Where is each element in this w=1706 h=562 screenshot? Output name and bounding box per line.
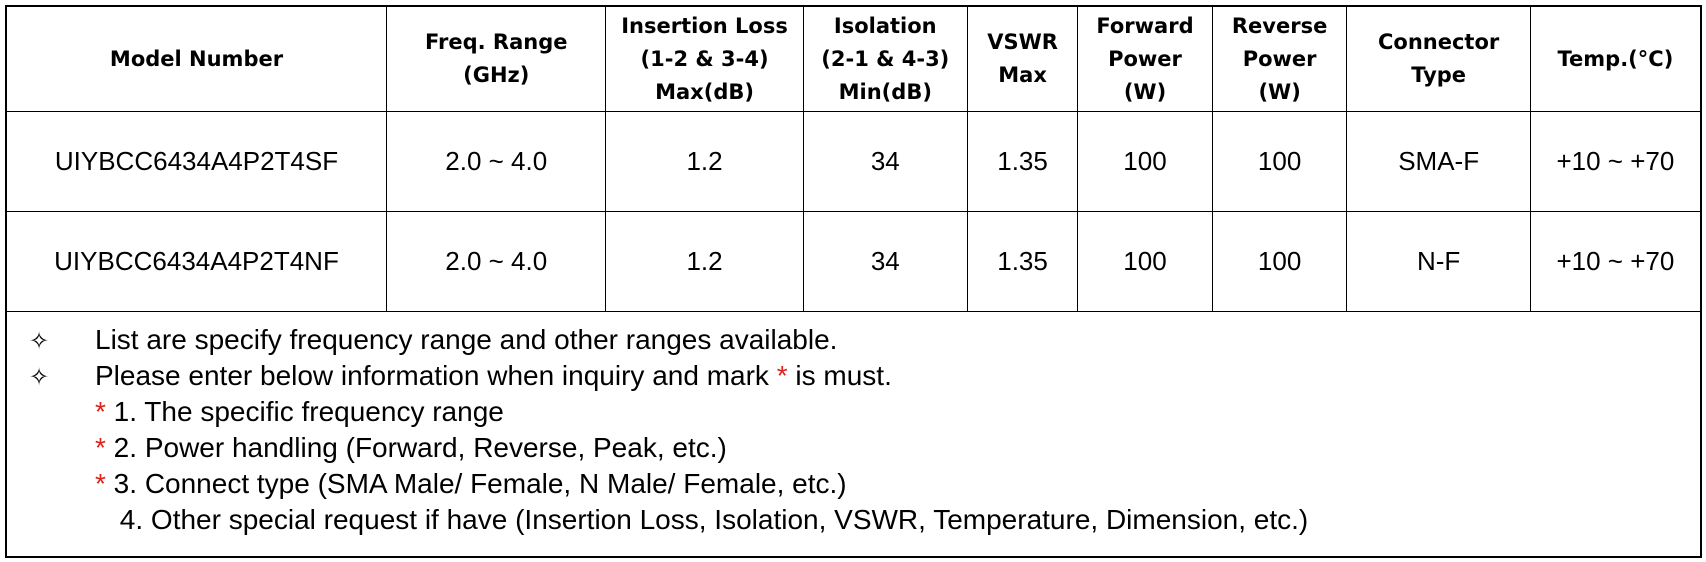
cell-connector-type: SMA-F <box>1346 111 1531 212</box>
header-freq-range: Freq. Range (GHz) <box>386 7 607 112</box>
spec-sheet: Model Number Freq. Range (GHz) Insertion … <box>5 5 1702 558</box>
header-row: Model Number Freq. Range (GHz) Insertion … <box>7 7 1700 112</box>
header-forward-power: Forward Power (W) <box>1077 7 1213 112</box>
note-item-2: * 2. Power handling (Forward, Reverse, P… <box>95 430 727 466</box>
note-text: List are specify frequency range and oth… <box>95 324 838 355</box>
note-item-4: 4. Other special request if have (Insert… <box>95 502 1308 538</box>
header-temp: Temp.(°C) <box>1529 7 1700 112</box>
cell-isolation: 34 <box>802 211 968 312</box>
note-item-3: * 3. Connect type (SMA Male/ Female, N M… <box>95 466 847 502</box>
note-item-text: 4. Other special request if have (Insert… <box>112 504 1309 535</box>
cell-forward-power: 100 <box>1077 211 1213 312</box>
header-connector-type: Connector Type <box>1346 7 1531 112</box>
note-item-text: 2. Power handling (Forward, Reverse, Pea… <box>105 432 727 463</box>
header-vswr: VSWR Max <box>966 7 1079 112</box>
note-text: Please enter below information when inqu… <box>95 360 777 391</box>
note-bullet-2: ✧ Please enter below information when inq… <box>29 358 892 394</box>
note-item-text: 1. The specific frequency range <box>105 396 504 427</box>
table-row: UIYBCC6434A4P2T4SF 2.0 ~ 4.0 1.2 34 1.35… <box>7 111 1700 212</box>
cell-vswr: 1.35 <box>966 111 1079 212</box>
note-item-text: 3. Connect type (SMA Male/ Female, N Mal… <box>105 468 847 499</box>
sparkle-bullet-icon: ✧ <box>29 363 50 391</box>
note-text: is must. <box>787 360 892 391</box>
cell-freq-range: 2.0 ~ 4.0 <box>386 111 607 212</box>
cell-insertion-loss: 1.2 <box>605 211 804 312</box>
cell-connector-type: N-F <box>1346 211 1531 312</box>
cell-vswr: 1.35 <box>966 211 1079 312</box>
required-asterisk: * <box>776 360 788 391</box>
cell-isolation: 34 <box>802 111 968 212</box>
required-asterisk: * <box>95 468 106 499</box>
cell-temp: +10 ~ +70 <box>1529 111 1700 212</box>
header-reverse-power: Reverse Power (W) <box>1211 7 1348 112</box>
cell-model-number: UIYBCC6434A4P2T4SF <box>7 111 388 212</box>
sparkle-bullet-icon: ✧ <box>29 327 50 355</box>
required-asterisk: * <box>95 396 106 427</box>
header-isolation: Isolation (2-1 & 4-3) Min(dB) <box>802 7 968 112</box>
cell-insertion-loss: 1.2 <box>605 111 804 212</box>
cell-model-number: UIYBCC6434A4P2T4NF <box>7 211 388 312</box>
table-row: UIYBCC6434A4P2T4NF 2.0 ~ 4.0 1.2 34 1.35… <box>7 211 1700 312</box>
cell-freq-range: 2.0 ~ 4.0 <box>386 211 607 312</box>
spec-table: Model Number Freq. Range (GHz) Insertion … <box>7 7 1700 312</box>
note-item-1: * 1. The specific frequency range <box>95 394 504 430</box>
required-asterisk: * <box>95 432 106 463</box>
cell-reverse-power: 100 <box>1211 111 1348 212</box>
cell-reverse-power: 100 <box>1211 211 1348 312</box>
cell-temp: +10 ~ +70 <box>1529 211 1700 312</box>
header-model-number: Model Number <box>7 7 388 112</box>
cell-forward-power: 100 <box>1077 111 1213 212</box>
header-insertion-loss: Insertion Loss (1-2 & 3-4) Max(dB) <box>605 7 804 112</box>
note-bullet-1: ✧ List are specify frequency range and ot… <box>29 322 837 358</box>
